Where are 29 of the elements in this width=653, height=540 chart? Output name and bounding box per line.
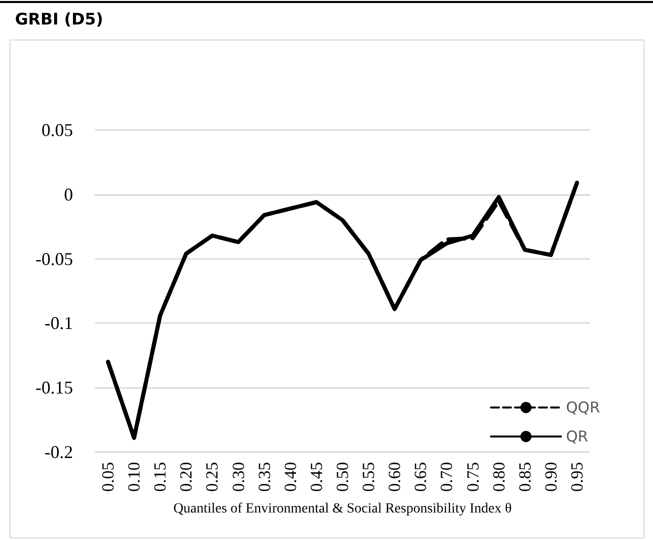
y-tick-label: -0.2 <box>44 442 73 462</box>
y-tick-label: 0.05 <box>42 120 73 140</box>
x-tick-label: 0.05 <box>98 462 118 492</box>
x-tick-label: 0.35 <box>254 462 274 492</box>
y-tick-label: -0.05 <box>36 248 73 269</box>
x-tick-label: 0.80 <box>489 462 508 492</box>
x-tick-label: 0.50 <box>333 462 352 492</box>
x-tick-label: 0.30 <box>228 462 248 492</box>
x-tick-label: 0.40 <box>280 462 300 492</box>
x-axis-title: Quantiles of Environmental & Social Responsibility Index θ <box>173 502 512 516</box>
x-tick-label: 0.95 <box>567 462 586 492</box>
x-tick-label: 0.20 <box>176 462 196 492</box>
x-tick-label: 0.75 <box>463 462 482 492</box>
legend-label: QR <box>566 428 588 446</box>
x-tick-label: 0.45 <box>306 462 326 492</box>
y-tick-label: -0.1 <box>44 313 73 334</box>
x-tick-label: 0.70 <box>437 462 456 492</box>
y-tick-label: 0 <box>64 184 73 204</box>
x-tick-label: 0.85 <box>515 462 534 492</box>
x-tick-label: 0.25 <box>202 462 222 492</box>
x-tick-label: 0.15 <box>150 462 170 492</box>
y-tick-label: -0.15 <box>36 378 73 398</box>
x-tick-label: 0.90 <box>541 462 560 492</box>
x-tick-label: 0.60 <box>385 462 404 492</box>
x-tick-label: 0.65 <box>411 462 430 492</box>
chart-title: GRBI (D5) <box>15 10 104 28</box>
legend-label: QQR <box>566 398 600 416</box>
x-tick-label: 0.55 <box>359 462 378 492</box>
x-tick-label: 0.10 <box>124 462 144 492</box>
